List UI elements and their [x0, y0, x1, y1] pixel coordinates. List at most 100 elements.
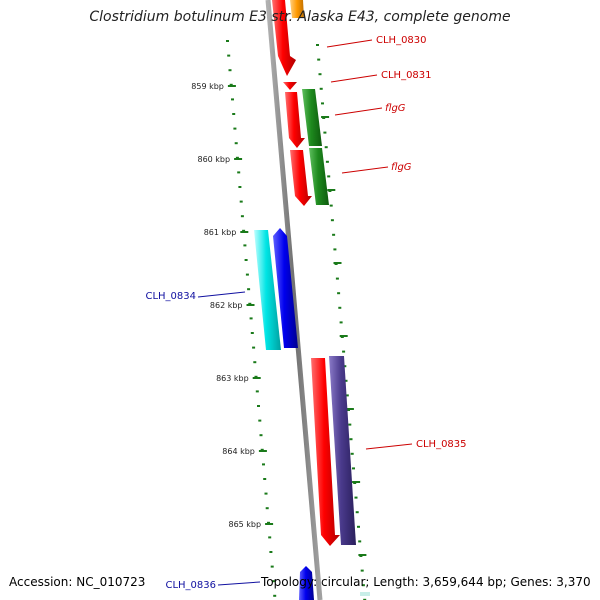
minor-tick — [252, 346, 256, 349]
gene-clh-0831-arrow — [283, 82, 297, 90]
minor-tick — [227, 54, 231, 57]
gene-label: CLH_0835 — [416, 439, 467, 450]
minor-tick — [249, 317, 253, 320]
minor-tick — [338, 306, 342, 309]
minor-tick — [361, 584, 365, 587]
minor-tick — [271, 580, 275, 583]
minor-tick — [329, 204, 333, 207]
accession-text: Accession: NC_010723 — [9, 575, 146, 589]
genome-backbone — [265, 0, 323, 600]
major-tick-right — [327, 189, 336, 191]
minor-tick — [318, 73, 322, 76]
minor-tick — [360, 569, 364, 572]
minor-tick — [348, 423, 352, 426]
gene-clh-0835-arrow — [311, 358, 340, 546]
leader-lines — [197, 39, 413, 586]
tick-label: 859 kbp — [191, 82, 224, 91]
gene-features — [254, 0, 370, 600]
gene-label: CLH_0831 — [381, 70, 432, 81]
gene-clh-0836-arrow — [299, 566, 314, 600]
minor-tick — [343, 365, 347, 368]
minor-tick — [233, 127, 237, 130]
minor-tick — [250, 332, 254, 334]
minor-tick — [258, 419, 262, 422]
topology-text: Topology: circular; Length: 3,659,644 bp… — [261, 575, 591, 589]
gene-faint-feature — [360, 592, 370, 596]
major-ticks: 859 kbp 860 kbp 861 kbp 862 kbp 863 kbp 864 k… — [191, 82, 367, 556]
minor-tick — [325, 160, 329, 163]
major-tick — [240, 231, 249, 233]
minor-tick — [339, 321, 343, 324]
gene-labels: CLH_0830 CLH_0831 flgG flgG CLH_0834 CLH… — [145, 35, 466, 591]
minor-tick — [238, 186, 242, 188]
minor-tick — [253, 361, 257, 364]
major-tick-right — [321, 116, 330, 118]
minor-tick — [273, 594, 277, 597]
minor-tick — [265, 507, 269, 510]
minor-tick — [248, 302, 252, 305]
major-tick-right — [345, 408, 354, 410]
minor-tick — [349, 438, 353, 441]
major-tick — [265, 523, 274, 525]
gene-flgg-2-arrow — [290, 150, 312, 206]
minor-tick — [231, 98, 234, 101]
gene-orange-partial — [290, 0, 304, 18]
minor-tick — [229, 83, 233, 86]
minor-tick — [243, 244, 247, 247]
tick-label: 863 kbp — [216, 374, 249, 383]
minor-tick — [344, 379, 348, 382]
major-tick-right — [358, 554, 367, 556]
minor-tick — [254, 375, 258, 378]
minor-tick — [264, 492, 268, 495]
minor-tick — [262, 463, 265, 466]
minor-tick — [321, 102, 324, 105]
minor-tick — [245, 273, 249, 276]
minor-tick — [357, 525, 360, 528]
gene-clh-0834-cyan — [254, 230, 281, 350]
minor-tick — [247, 288, 251, 291]
gene-label: flgG — [385, 103, 406, 114]
minor-tick — [270, 565, 274, 568]
minor-tick — [269, 551, 273, 553]
minor-tick — [355, 511, 359, 514]
minor-tick — [268, 536, 272, 539]
minor-tick — [337, 292, 341, 295]
gene-label: CLH_0834 — [145, 291, 196, 302]
minor-tick — [352, 467, 355, 470]
major-tick — [246, 304, 255, 306]
minor-tick — [244, 259, 248, 261]
gene-label: CLH_0830 — [376, 35, 427, 46]
tick-label: 860 kbp — [197, 155, 230, 164]
gene-clh-0830-arrow — [272, 0, 296, 76]
gene-label: flgG — [391, 162, 412, 173]
tick-dots — [226, 40, 277, 597]
gene-blue-arrow — [273, 228, 298, 348]
tick-label: 862 kbp — [210, 301, 243, 310]
minor-tick — [319, 87, 323, 90]
minor-tick — [330, 219, 334, 222]
major-tick-right — [339, 335, 348, 337]
minor-tick — [260, 448, 264, 451]
gene-green-2 — [309, 148, 329, 205]
minor-tick — [324, 146, 328, 149]
minor-tick — [239, 200, 243, 203]
minor-tick — [350, 452, 354, 455]
minor-tick — [255, 390, 259, 393]
tick-label: 864 kbp — [222, 447, 255, 456]
minor-tick — [335, 277, 339, 280]
tick-label: 865 kbp — [228, 520, 261, 529]
minor-tick — [257, 405, 260, 407]
minor-tick — [323, 131, 327, 134]
minor-tick — [235, 156, 239, 159]
minor-tick — [263, 478, 267, 480]
minor-tick — [327, 175, 331, 178]
minor-tick — [267, 521, 270, 524]
major-tick — [234, 158, 243, 160]
minor-tick — [259, 434, 263, 437]
major-tick — [227, 85, 236, 87]
minor-tick — [232, 113, 236, 115]
minor-tick — [240, 215, 244, 218]
minor-tick — [332, 233, 336, 236]
major-tick-right — [352, 481, 361, 483]
